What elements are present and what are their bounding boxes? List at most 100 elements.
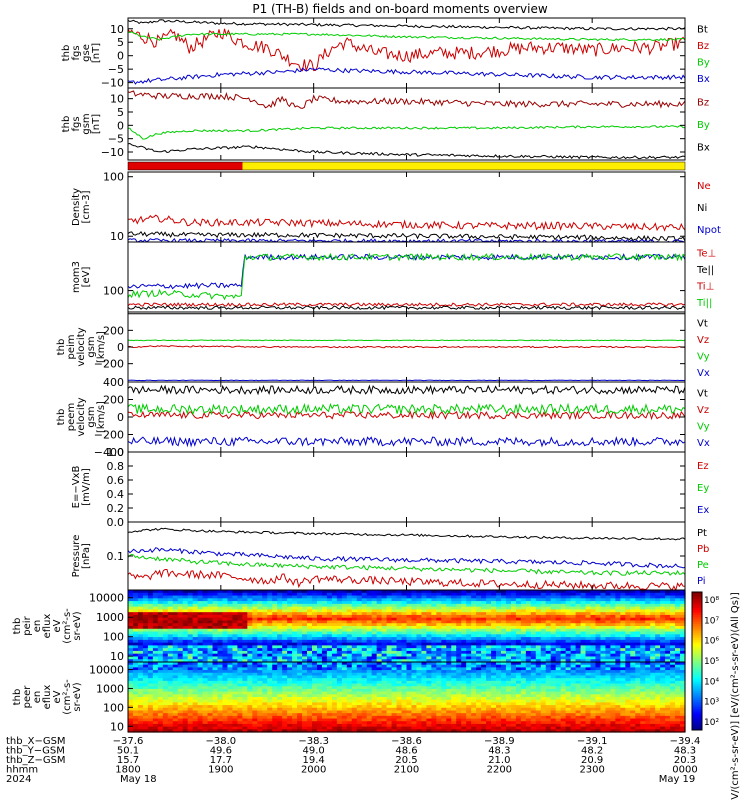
spectrogram-ylabel: sr-eV) (72, 682, 83, 711)
legend-Bz: Bz (697, 97, 709, 108)
panel-peim-velocity: 200 0 −200 thb peim velocity gsm [km/s] Vt Vz Vy Vx (56, 311, 710, 383)
mode-bar-slow (242, 162, 685, 170)
spectrogram-ylabel: en (32, 620, 43, 633)
panel-density: 100 10 Density [cm-3] Ne Ni Npot (71, 171, 721, 244)
spectrogram-ylabel: eflux (42, 685, 53, 710)
x-axis-value: 17.7 (210, 755, 232, 766)
y-tick-label: 10000 (89, 664, 124, 677)
legend-Ni: Ni (697, 203, 707, 214)
series-pressure-Pe (128, 553, 685, 577)
legend-Bz: Bz (697, 41, 709, 52)
y-tick-label: 0.0 (107, 516, 125, 529)
colorbar-tick-label: 10⁷ (704, 616, 719, 626)
series-peem-velocity-Vt (128, 384, 685, 396)
y-tick-label: −10 (101, 77, 124, 90)
panel-ylabel: thb (56, 339, 67, 356)
y-tick-label: 100 (103, 631, 124, 644)
panel-frame (127, 171, 686, 243)
colorbar-tick-label: 10⁶ (704, 637, 719, 647)
x-axis-value: 48.3 (674, 746, 696, 757)
panel-ylabel: peim (66, 334, 77, 359)
spectrogram-ylabel: (cm²-s- (62, 679, 73, 715)
series-peim-velocity-Vy (128, 339, 685, 342)
y-tick-label: 400 (103, 376, 124, 389)
x-axis-value: 2200 (487, 765, 512, 776)
y-tick-label: 0 (117, 341, 124, 354)
panel-ylabel: [nT] (91, 43, 102, 63)
y-tick-label: 0.6 (107, 474, 125, 487)
x-axis-value: −39.4 (670, 736, 701, 747)
series-peem-velocity-Vx (128, 435, 685, 448)
panel-frame (127, 451, 686, 523)
panel-ylabel: [cm-3] (81, 190, 92, 223)
legend-Vt: Vt (697, 318, 708, 329)
y-tick-label: 200 (103, 394, 124, 407)
panel-ylabel: gsm (86, 406, 97, 427)
legend-Ey: Ey (697, 483, 709, 494)
panel-peem-velocity: 400 200 0 −200 −400 thb peem velocity gsm [km/s] V… (56, 376, 710, 459)
x-axis-value: 20.9 (581, 755, 603, 766)
legend-Te||: Te|| (696, 265, 714, 276)
x-axis-row-label: hhmm (6, 765, 38, 776)
y-tick-label: 10 (110, 230, 124, 243)
y-tick-label: 0 (117, 50, 124, 63)
y-tick-label: −5 (108, 133, 124, 146)
panel-ylabel: [km/s] (96, 401, 107, 433)
x-axis-value: −38.6 (391, 736, 422, 747)
series-density-Ne (128, 214, 685, 232)
y-tick-label: −10 (101, 146, 124, 159)
panel-efield: 1.00.80.60.40.20.0 E=−VxB [mV/m] Ez Ey Ex (71, 446, 709, 529)
x-axis-value: 48.3 (488, 746, 510, 757)
x-axis-row-label: thb_Z−GSM (6, 755, 66, 766)
series-peim-velocity-Vz (128, 345, 685, 349)
panel-ylabel: thb (56, 409, 67, 426)
legend-Pe: Pe (697, 560, 709, 571)
y-tick-label: −200 (94, 358, 124, 371)
legend-Ex: Ex (697, 505, 709, 516)
series-moments-Ti|| (128, 252, 685, 301)
panel-ylabel: [eV] (81, 267, 92, 288)
x-axis-value: 2100 (394, 765, 419, 776)
x-axis-value: −38.3 (298, 736, 329, 747)
y-tick-label: −200 (94, 429, 124, 442)
legend-Vy: Vy (697, 351, 710, 362)
x-axis-value: 0000 (672, 765, 697, 776)
colorbar-frame (691, 591, 703, 731)
mode-bar (127, 161, 686, 171)
legend-Te⊥: Te⊥ (696, 248, 716, 259)
x-axis-value: 48.6 (395, 746, 417, 757)
spectrogram-frame (127, 661, 686, 733)
panel-ylabel: Density (71, 188, 82, 226)
y-tick-label: 0 (117, 119, 124, 132)
x-axis-value: 49.0 (303, 746, 325, 757)
panel-ylabel: gsm (86, 336, 97, 357)
spectrogram-ylabel: eV (52, 690, 63, 703)
x-axis-value: 21.0 (488, 755, 510, 766)
spectrogram-ylabel: en (32, 691, 43, 704)
x-axis-value: 15.7 (117, 755, 139, 766)
y-tick-label: 10 (110, 23, 124, 36)
legend-By: By (697, 57, 710, 68)
y-tick-label: 10 (110, 650, 124, 663)
y-tick-label: 0.8 (107, 460, 125, 473)
y-tick-label: 0 (117, 411, 124, 424)
colorbar: 10⁸ 10⁷ 10⁶ 10⁵ 10⁴ 10³ 10² [eV/(cm²-s-sr-eV)] … (691, 591, 741, 800)
panel-ylabel: thb (61, 116, 72, 133)
y-tick-label: −5 (108, 63, 124, 76)
panel-pressure: 0.1 Pressure [nPa] Pt Pb Pe Pi (71, 521, 709, 591)
legend-Vx: Vx (697, 368, 710, 379)
legend-Vz: Vz (697, 405, 709, 416)
series-moments-Ti⊥ (128, 253, 685, 290)
colorbar-label: [eV/(cm²-s-sr-eV)] [eV/(cm²-s-sr-eV)(All… (730, 592, 741, 800)
colorbar-tick-label: 10² (704, 718, 719, 728)
legend-Vx: Vx (697, 438, 710, 449)
series-peem-velocity-Vz (128, 410, 685, 421)
series-moments-Te⊥ (128, 302, 685, 308)
y-tick-label: 100 (103, 285, 124, 298)
series-pressure-Pi (128, 547, 685, 569)
legend-Ti⊥: Ti⊥ (696, 281, 714, 292)
y-tick-label: 200 (103, 324, 124, 337)
x-axis-value: 1900 (208, 765, 233, 776)
